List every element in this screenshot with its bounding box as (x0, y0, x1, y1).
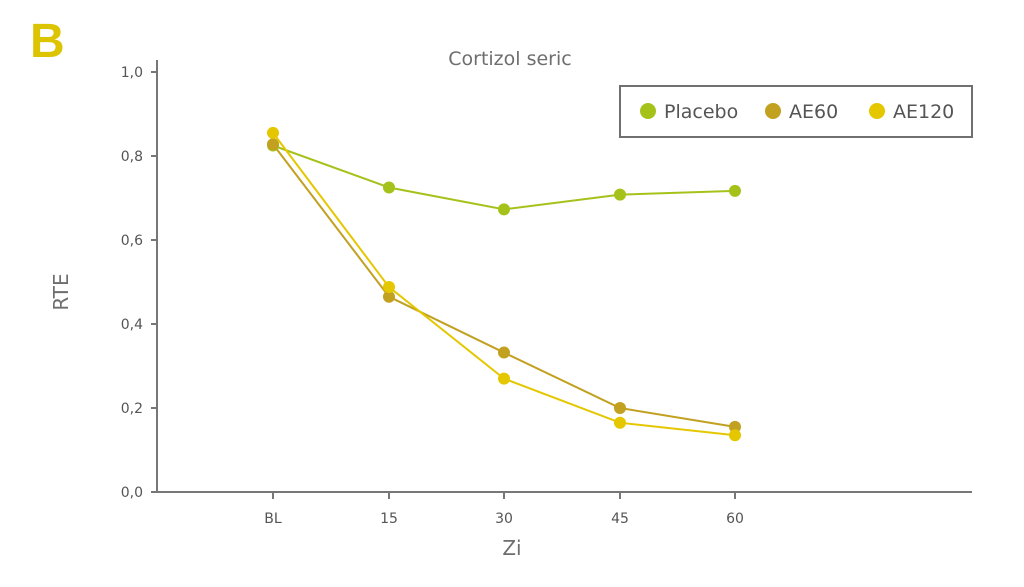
y-tick-label: 1,0 (121, 65, 143, 81)
data-point (614, 402, 626, 414)
data-point (729, 429, 741, 442)
x-tick-label: 15 (380, 511, 398, 527)
data-point (498, 203, 510, 216)
axes (156, 60, 972, 493)
y-tick-label: 0,4 (121, 317, 143, 333)
data-point (267, 138, 279, 151)
x-tick-label: BL (264, 511, 282, 527)
y-tick-label: 0,2 (121, 401, 143, 417)
legend-label: AE60 (789, 101, 838, 123)
series-line (272, 144, 736, 211)
series-placebo (267, 139, 741, 216)
data-point (498, 372, 510, 385)
data-point (383, 181, 395, 194)
data-point (498, 346, 510, 359)
data-point (614, 188, 626, 201)
y-axis-label: RTE (49, 273, 73, 310)
series-ae120 (267, 126, 741, 442)
x-tick-label: 30 (495, 511, 513, 527)
series-group (267, 126, 741, 442)
data-point (267, 126, 279, 139)
data-point (729, 184, 741, 197)
data-point (729, 420, 741, 433)
y-tick-labels: 0,0 0,2 0,4 0,6 0,8 1,0 (121, 65, 157, 501)
y-tick-label: 0,8 (121, 149, 143, 165)
y-tick-label: 0,0 (121, 485, 143, 501)
data-point (383, 281, 395, 294)
legend: Placebo AE60 AE120 (619, 85, 973, 138)
legend-marker (765, 103, 781, 119)
x-tick-label: 60 (726, 511, 744, 527)
data-point (614, 416, 626, 429)
series-ae60 (267, 138, 741, 433)
series-line (272, 132, 736, 437)
legend-label: Placebo (664, 101, 738, 123)
panel-label: B (30, 15, 65, 68)
legend-label: AE120 (893, 101, 954, 123)
x-tick-labels: BL 15 30 45 60 (264, 492, 744, 527)
data-point (383, 290, 395, 303)
y-tick-label: 0,6 (121, 233, 143, 249)
x-axis-label: Zi (502, 536, 521, 560)
chart-title: Cortizol seric (448, 48, 571, 70)
legend-marker (869, 103, 885, 119)
x-tick-label: 45 (611, 511, 629, 527)
legend-marker (640, 103, 656, 119)
legend-box (619, 85, 973, 138)
